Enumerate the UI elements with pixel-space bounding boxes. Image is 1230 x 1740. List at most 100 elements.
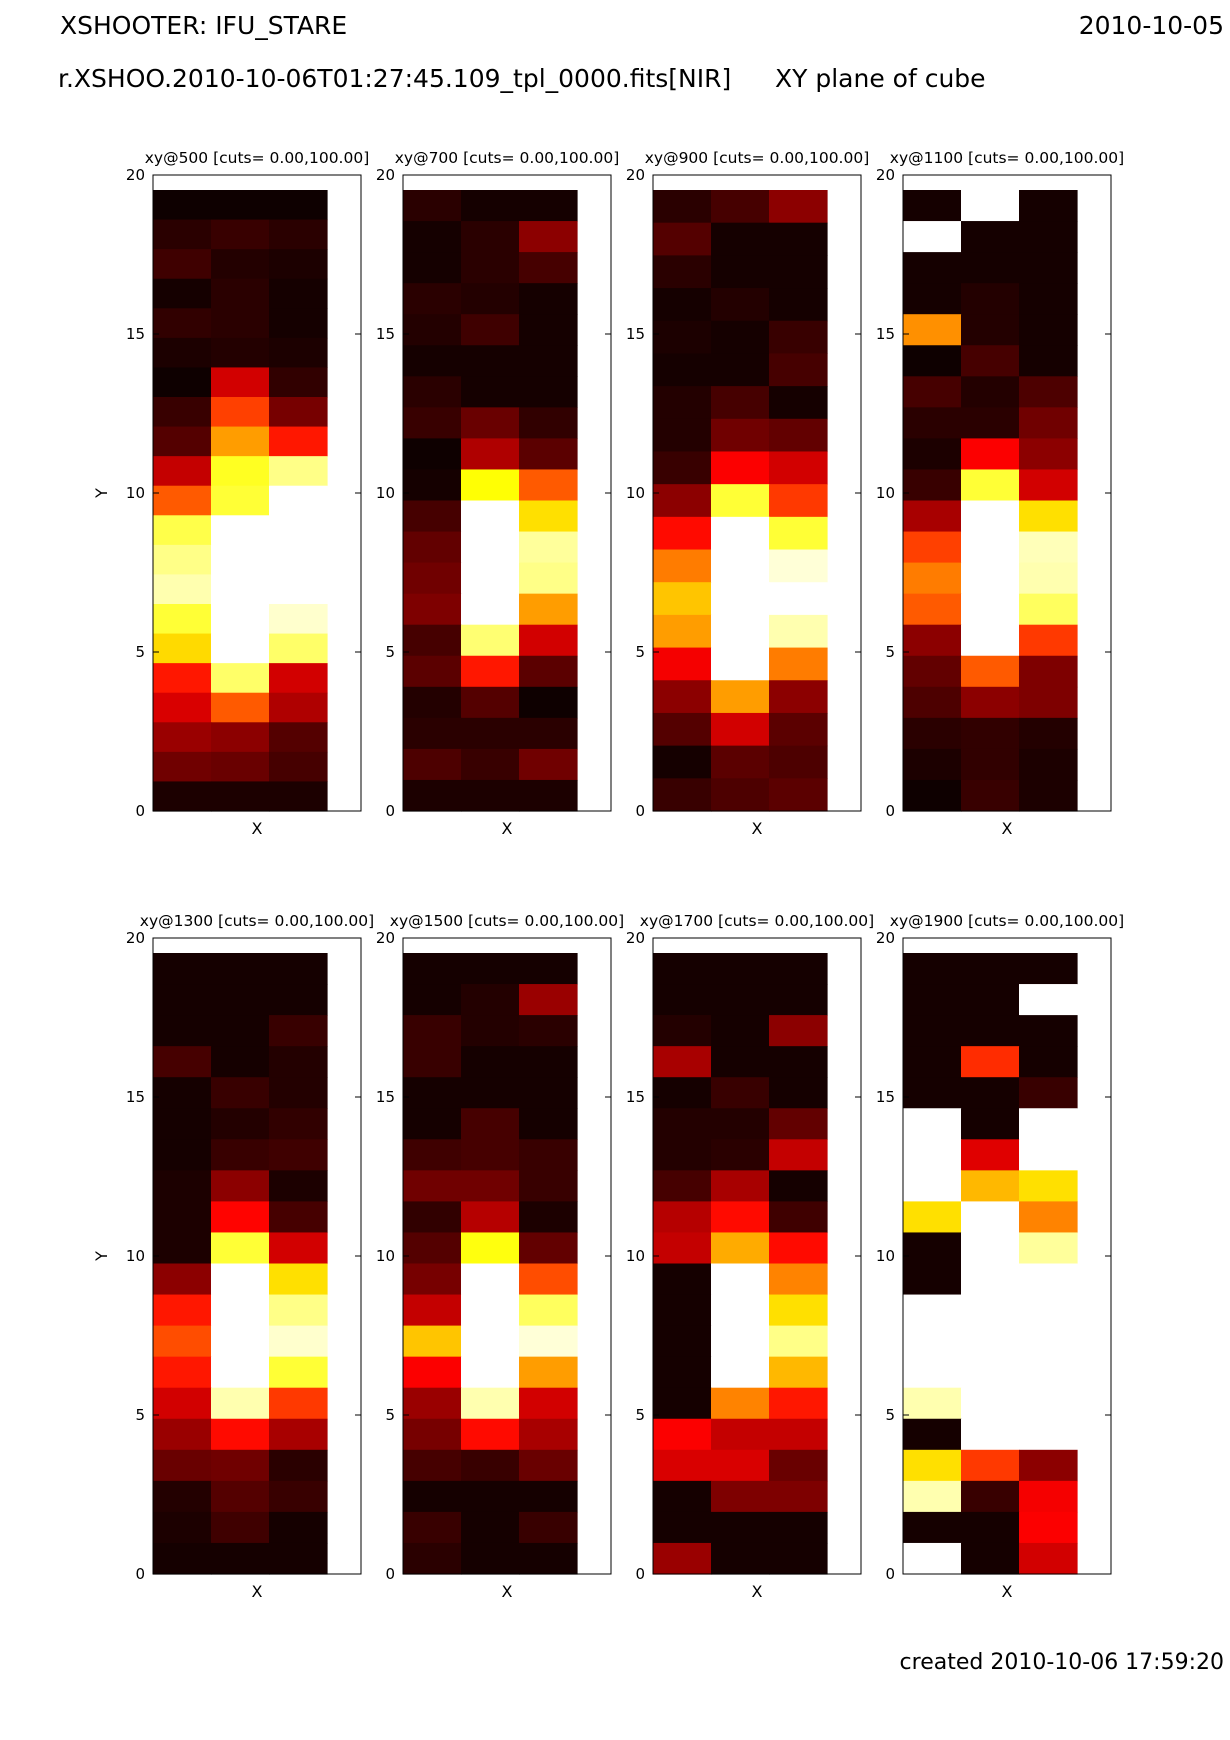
heatmap-cell <box>403 1201 462 1234</box>
heatmap-cell <box>903 1015 962 1047</box>
heatmap-cell <box>461 1139 520 1171</box>
heatmap-cell <box>211 574 270 605</box>
y-tick-label: 10 <box>626 1247 645 1265</box>
heatmap-cell <box>769 1449 828 1482</box>
heatmap-cell <box>1019 283 1078 315</box>
heatmap-cell <box>269 1449 328 1482</box>
heatmap-cell <box>211 1046 270 1078</box>
heatmap-cell <box>461 1418 520 1451</box>
heatmap-cell <box>519 655 578 688</box>
heatmap-cell <box>711 1015 770 1047</box>
heatmap-cell <box>711 1325 770 1358</box>
heatmap-cell <box>153 722 212 753</box>
heatmap-cell <box>653 451 712 485</box>
heatmap-cell <box>211 633 270 664</box>
heatmap-cell <box>519 1387 578 1420</box>
heatmap-cell <box>519 1139 578 1171</box>
heatmap-cell <box>269 1511 328 1544</box>
heatmap-cell <box>1019 438 1078 471</box>
heatmap-cell <box>653 1511 712 1544</box>
y-tick-label: 10 <box>126 1247 145 1265</box>
heatmap-cell <box>769 745 828 779</box>
heatmap-cell <box>1019 1418 1078 1451</box>
heatmap-cell <box>903 748 962 781</box>
heatmap-cell <box>461 1542 520 1575</box>
heatmap-cell <box>211 456 270 487</box>
heatmap-cell <box>403 500 462 533</box>
heatmap-cell <box>269 663 328 694</box>
heatmap-cell <box>653 712 712 747</box>
heatmap-cell <box>1019 953 1078 985</box>
heatmap-cell <box>461 283 520 315</box>
heatmap-cell <box>961 748 1020 781</box>
heatmap-cell <box>461 1170 520 1202</box>
heatmap-cell <box>1019 1046 1078 1078</box>
heatmap-cell <box>769 953 828 985</box>
heatmap-cell <box>711 953 770 985</box>
heatmap-cell <box>653 516 712 551</box>
heatmap-cell <box>711 712 770 747</box>
heatmap-cell <box>1019 531 1078 564</box>
heatmap-cell <box>153 984 212 1016</box>
heatmap-cell <box>269 397 328 428</box>
heatmap-cell <box>711 1232 770 1265</box>
heatmap-cell <box>903 1108 962 1140</box>
heatmap-cell <box>461 1263 520 1296</box>
heatmap-cell <box>711 1449 770 1482</box>
heatmap-cell <box>211 781 270 812</box>
heatmap-cell <box>1019 593 1078 626</box>
heatmap-cell <box>403 1263 462 1296</box>
heatmap-cell <box>961 1077 1020 1109</box>
y-tick-label: 15 <box>126 1088 145 1106</box>
heatmap-cell <box>961 1356 1020 1389</box>
heatmap-cell <box>961 953 1020 985</box>
heatmap-cell <box>711 484 770 518</box>
heatmap-cell <box>153 1356 212 1389</box>
heatmap-cell <box>903 283 962 315</box>
heatmap-cell <box>653 190 712 224</box>
heatmap-cell <box>903 190 962 222</box>
heatmap-cell <box>903 686 962 719</box>
heatmap-cell <box>461 252 520 284</box>
heatmap-cell <box>461 984 520 1016</box>
heatmap-cell <box>403 1170 462 1202</box>
heatmap-cell <box>211 1449 270 1482</box>
panel-title: xy@900 [cuts= 0.00,100.00] <box>645 149 870 167</box>
heatmap-cell <box>961 190 1020 222</box>
heatmap-cell <box>1019 1542 1078 1575</box>
heatmap-cell <box>461 1015 520 1047</box>
heatmap-cell <box>653 582 712 616</box>
heatmap-cell <box>961 407 1020 439</box>
heatmap-cell <box>153 574 212 605</box>
heatmap-cell <box>961 1449 1020 1482</box>
heatmap-cell <box>903 469 962 502</box>
heatmap-cell <box>519 686 578 719</box>
heatmap-cell <box>769 680 828 714</box>
heatmap-cell <box>153 1015 212 1047</box>
heatmap-cell <box>269 308 328 339</box>
heatmap-cell <box>461 1232 520 1265</box>
heatmap-cell <box>519 1449 578 1482</box>
heatmap-cell <box>519 562 578 595</box>
heatmap-cell <box>653 1418 712 1451</box>
heatmap-cell <box>653 1387 712 1420</box>
heatmap-cell <box>519 1356 578 1389</box>
heatmap-cell <box>153 1294 212 1327</box>
heatmap-cell <box>519 1542 578 1575</box>
heatmap-cell <box>653 680 712 714</box>
heatmap-cell <box>403 1139 462 1171</box>
heatmap-cell <box>769 320 828 355</box>
heatmap-cell <box>461 469 520 502</box>
heatmap-cell <box>153 219 212 250</box>
heatmap-cell <box>153 1387 212 1420</box>
heatmap-cell <box>461 624 520 657</box>
heatmap-cell <box>153 1263 212 1296</box>
heatmap-cell <box>211 1108 270 1140</box>
heatmap-cell <box>461 1325 520 1358</box>
heatmap-cell <box>961 531 1020 564</box>
heatmap-cell <box>1019 1015 1078 1047</box>
heatmap-cell <box>961 500 1020 533</box>
heatmap-cell <box>961 376 1020 408</box>
heatmap-cell <box>653 1077 712 1109</box>
